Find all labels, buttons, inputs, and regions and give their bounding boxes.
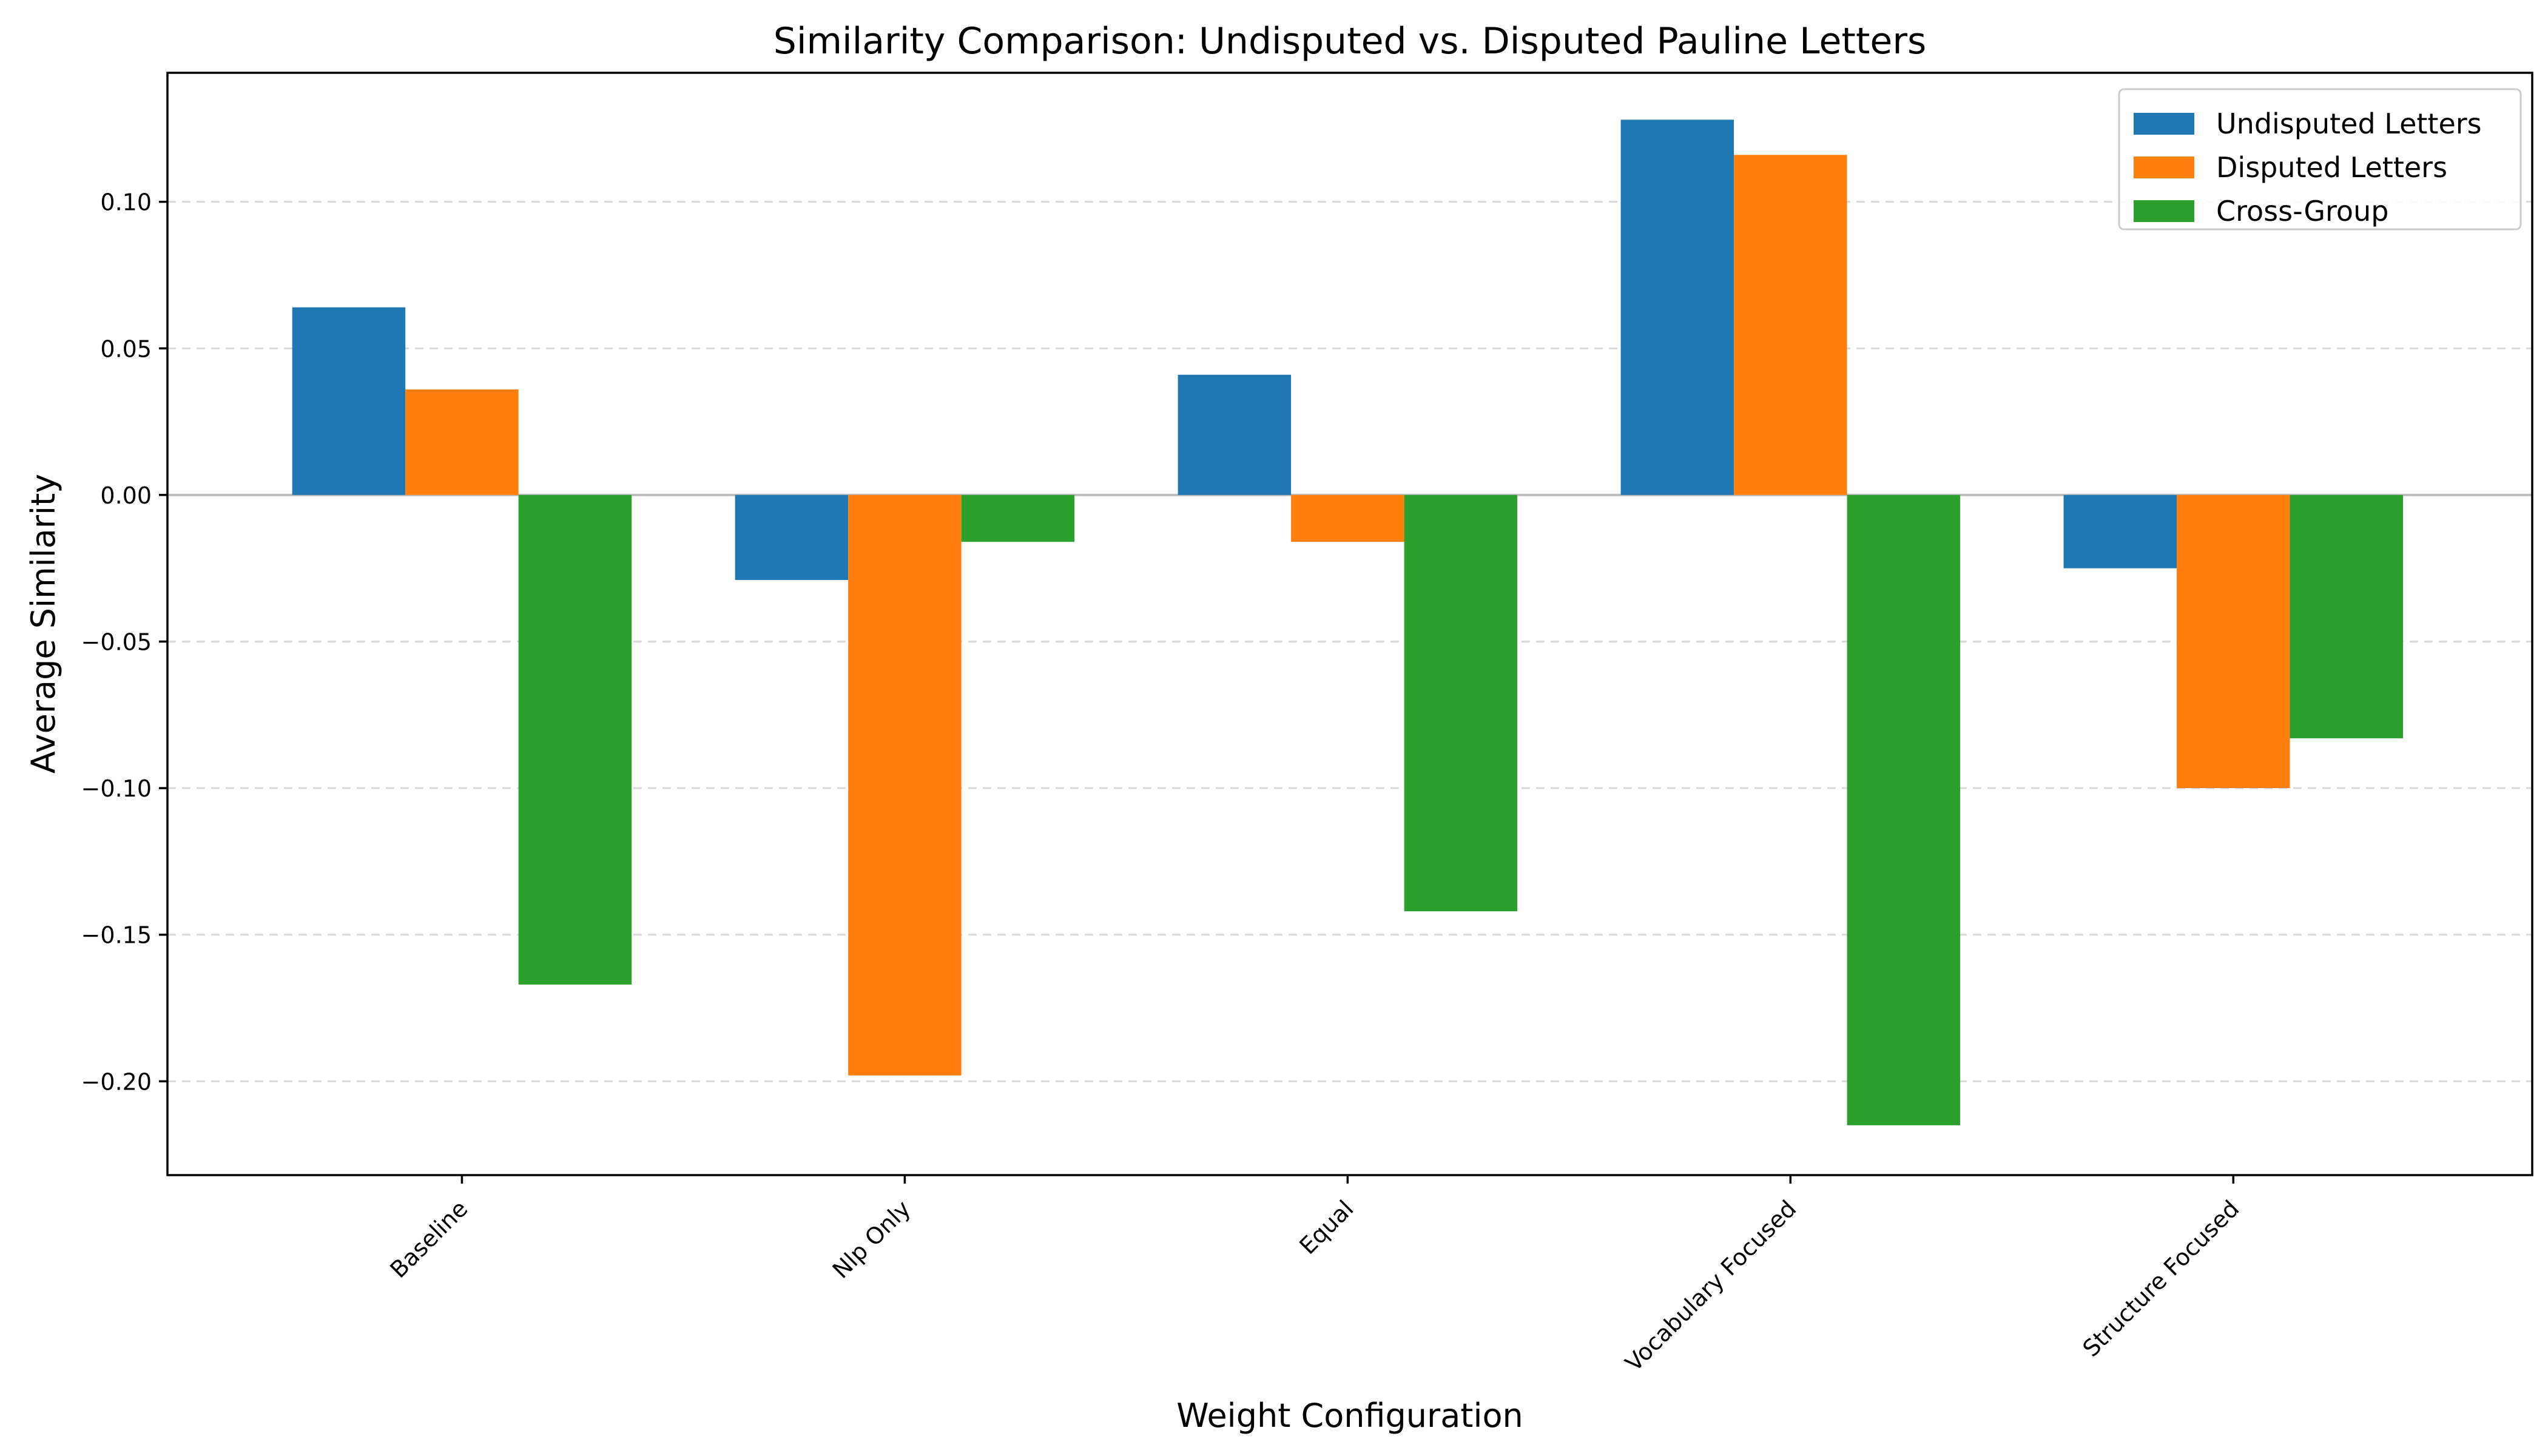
y-tick-label: −0.10 xyxy=(81,775,152,802)
x-axis-label: Weight Configuration xyxy=(1176,1397,1523,1435)
bar-cross-group-equal xyxy=(1404,494,1518,912)
bar-disputed-letters-nlp-only xyxy=(848,494,962,1076)
y-axis-label: Average Similarity xyxy=(24,474,62,774)
legend-swatch xyxy=(2134,157,2194,178)
y-tick-label: −0.05 xyxy=(81,629,152,655)
bars xyxy=(292,120,2404,1125)
y-tick-label: 0.05 xyxy=(100,335,152,362)
chart-title: Similarity Comparison: Undisputed vs. Di… xyxy=(774,20,1927,62)
y-axis: 0.10 0.05 0.00 −0.05 −0.10 −0.15 −0.20 xyxy=(81,189,167,1095)
legend-label: Cross-Group xyxy=(2216,195,2388,228)
bar-cross-group-vocabulary-focused xyxy=(1847,494,1961,1125)
bar-undisputed-letters-structure-focused xyxy=(2063,494,2177,568)
legend-swatch xyxy=(2134,113,2194,135)
x-tick-label: Baseline xyxy=(385,1195,473,1283)
bar-cross-group-nlp-only xyxy=(961,494,1075,542)
bar-disputed-letters-vocabulary-focused xyxy=(1734,155,1847,495)
bar-cross-group-structure-focused xyxy=(2290,494,2404,738)
bar-disputed-letters-equal xyxy=(1291,494,1404,542)
y-tick-label: 0.10 xyxy=(100,189,152,216)
bar-undisputed-letters-baseline xyxy=(292,307,406,495)
x-tick-label: Vocabulary Focused xyxy=(1620,1195,1802,1377)
bar-cross-group-baseline xyxy=(518,494,632,985)
legend-swatch xyxy=(2134,200,2194,222)
bar-undisputed-letters-nlp-only xyxy=(735,494,849,581)
legend-label: Disputed Letters xyxy=(2216,151,2447,184)
legend-box xyxy=(2118,88,2522,231)
x-tick-label: Structure Focused xyxy=(2077,1195,2244,1362)
legend-label: Undisputed Letters xyxy=(2216,107,2482,140)
x-tick-label: Equal xyxy=(1294,1195,1358,1259)
x-tick-label: Nlp Only xyxy=(827,1195,916,1284)
y-tick-label: −0.15 xyxy=(81,922,152,949)
y-tick-label: −0.20 xyxy=(81,1068,152,1095)
bar-undisputed-letters-equal xyxy=(1178,374,1292,495)
x-axis: Baseline Nlp Only Equal Vocabulary Focused S… xyxy=(385,1175,2244,1377)
bar-disputed-letters-structure-focused xyxy=(2177,494,2290,789)
bar-undisputed-letters-vocabulary-focused xyxy=(1620,120,1734,495)
bar-disputed-letters-baseline xyxy=(405,389,519,495)
plot-frame xyxy=(166,72,2533,1176)
y-tick-label: 0.00 xyxy=(100,482,152,509)
legend: Undisputed Letters Disputed Letters Cross-… xyxy=(2118,88,2522,231)
